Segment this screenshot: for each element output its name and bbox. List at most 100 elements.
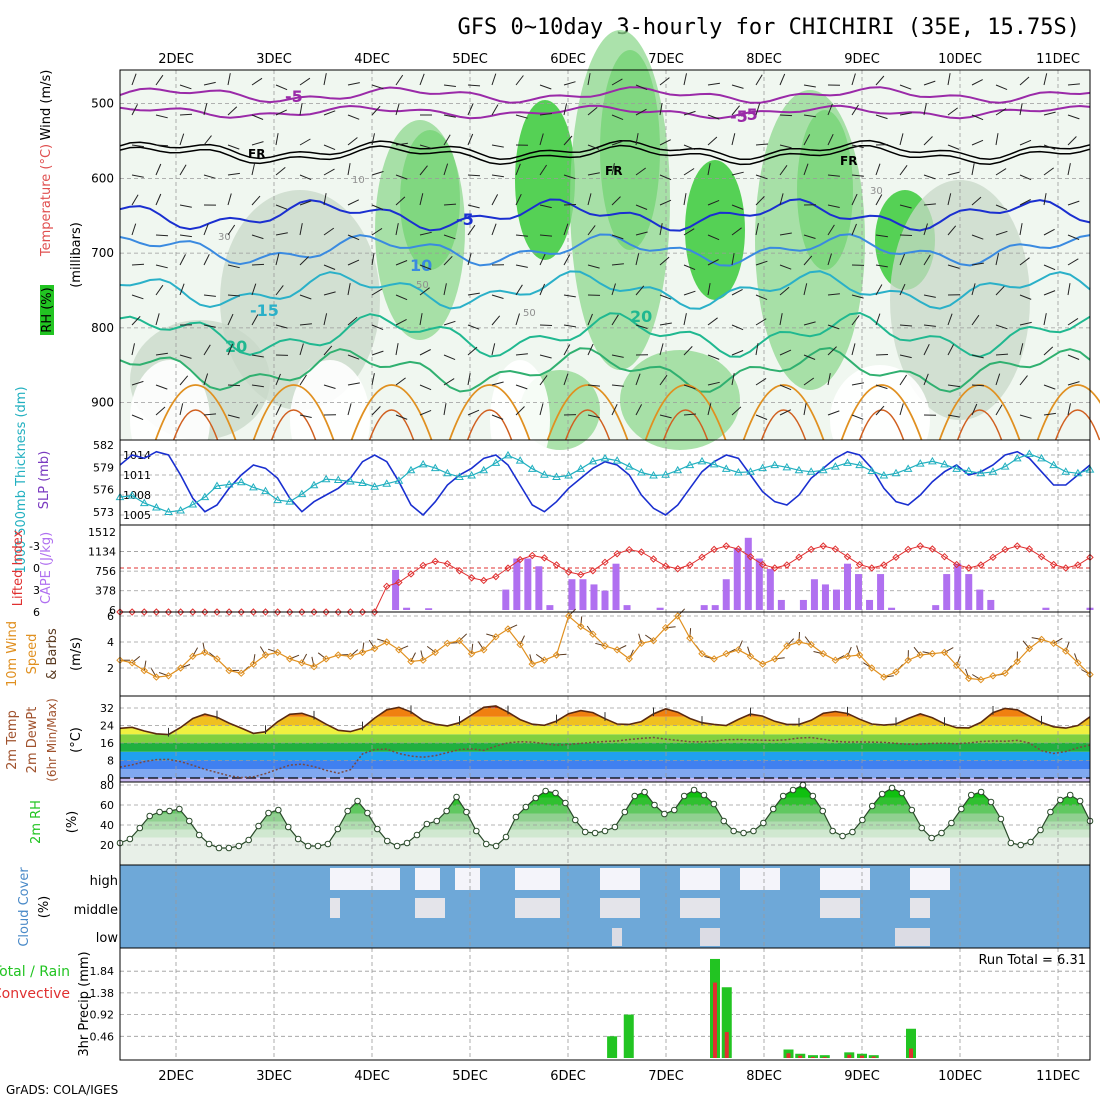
- cape-bar: [623, 605, 631, 610]
- wind-barb: [707, 381, 720, 386]
- wind-barb: [587, 225, 596, 236]
- li-point: [698, 553, 706, 561]
- cape-bar: [403, 607, 411, 610]
- wind-barb: [289, 654, 300, 660]
- wind-barb: [995, 373, 1001, 386]
- wind-barb: [395, 377, 406, 386]
- precip-total-bar: [819, 1055, 830, 1058]
- wind-barb: [539, 164, 548, 176]
- li-point: [201, 608, 209, 616]
- thickness-tick-label: 582: [93, 439, 114, 452]
- wind-barb: [1019, 139, 1032, 146]
- wind-barb: [515, 114, 528, 119]
- wind-barb: [275, 84, 288, 91]
- rh-point: [433, 817, 441, 825]
- rh-point: [552, 789, 559, 797]
- wind-barb: [275, 133, 279, 146]
- wind-barb: [155, 234, 169, 237]
- cape-tick-label: 1134: [88, 546, 116, 559]
- rh-point: [225, 844, 233, 852]
- thickness-point: [418, 459, 428, 468]
- rh-point: [314, 842, 322, 850]
- wind-barb: [923, 136, 933, 146]
- rh-point: [1017, 841, 1025, 849]
- li-point: [1049, 560, 1058, 569]
- wind-barb: [659, 139, 671, 146]
- thickness-point: [297, 489, 307, 498]
- wind-barb: [299, 223, 303, 236]
- wind-barb: [971, 139, 984, 146]
- wind-barb: [827, 174, 840, 177]
- temperature-bands: [120, 706, 1090, 782]
- wind-barb: [179, 375, 189, 386]
- wind-barb: [707, 283, 711, 296]
- rh-point: [562, 799, 569, 807]
- rh-point: [1076, 797, 1084, 805]
- date-label-top: 11DEC: [1036, 52, 1080, 67]
- wind-speed-point: [237, 669, 245, 677]
- thickness-point: [831, 462, 840, 470]
- wind-speed-point: [310, 662, 318, 671]
- li-point: [552, 561, 561, 569]
- wind-barb: [467, 373, 471, 386]
- wind-barb: [875, 264, 888, 268]
- wind-barb: [491, 343, 496, 356]
- upper-air-panel: 500600700800900-5-5FRFRFR-5-510-15202010…: [39, 30, 1100, 480]
- wind-speed-point: [286, 655, 294, 663]
- wind-barb: [539, 84, 552, 90]
- wind-barb: [875, 313, 881, 326]
- wind-barb: [275, 253, 280, 266]
- wind-barb: [1043, 264, 1056, 271]
- rh-point: [235, 842, 243, 850]
- li-point: [589, 567, 597, 575]
- precip-total-bar: [721, 987, 732, 1058]
- thickness-point: [600, 453, 610, 462]
- wind-barb: [131, 174, 144, 178]
- wind-barb: [1043, 144, 1056, 150]
- temp-tick-label: 16: [100, 737, 114, 750]
- rh-point: [502, 833, 510, 841]
- wind-barb: [539, 133, 544, 146]
- wind-barb: [131, 414, 144, 421]
- wind-barb: [395, 103, 400, 116]
- wind-barb: [371, 171, 384, 176]
- wind-barb: [1043, 313, 1047, 326]
- thickness-point: [1000, 462, 1010, 470]
- wind-barb: [923, 254, 931, 266]
- wind-barb: [317, 652, 327, 660]
- temperature-contour: [119, 104, 1091, 120]
- li-point: [625, 545, 633, 554]
- wind-barb: [443, 378, 455, 386]
- wind-barb: [347, 354, 360, 360]
- thickness-point: [709, 459, 719, 468]
- precip-total-bar: [607, 1036, 618, 1058]
- wind-barb: [155, 384, 168, 390]
- wind-speed-point: [322, 655, 330, 663]
- thickness-point: [576, 464, 586, 472]
- wind-barb: [251, 384, 264, 388]
- rh-point: [195, 831, 203, 839]
- wind-barb: [1043, 228, 1055, 236]
- precip-convective-bar: [713, 982, 717, 1058]
- wind-barb: [779, 165, 788, 176]
- legend-wind-label: Wind (m/s): [39, 70, 54, 141]
- li-point: [855, 560, 864, 569]
- wind-barb: [1019, 76, 1030, 86]
- thickness-point: [188, 500, 198, 508]
- wind-barb: [683, 346, 693, 356]
- wind-barb: [707, 354, 720, 360]
- wind-barb: [539, 354, 552, 359]
- wind-barb: [995, 324, 1008, 330]
- thickness-point: [721, 464, 731, 472]
- thickness-point: [734, 468, 743, 476]
- wind-barb: [275, 403, 282, 416]
- warm-temperature-contour: [742, 384, 825, 441]
- wind-barb: [467, 174, 481, 177]
- cape-bar: [777, 599, 785, 610]
- thickness-point: [200, 492, 210, 501]
- cape-bar: [656, 607, 664, 610]
- wind-barb: [323, 110, 336, 116]
- li-point: [467, 574, 476, 582]
- thickness-point: [527, 464, 537, 472]
- cape-tick-label: 756: [95, 565, 116, 578]
